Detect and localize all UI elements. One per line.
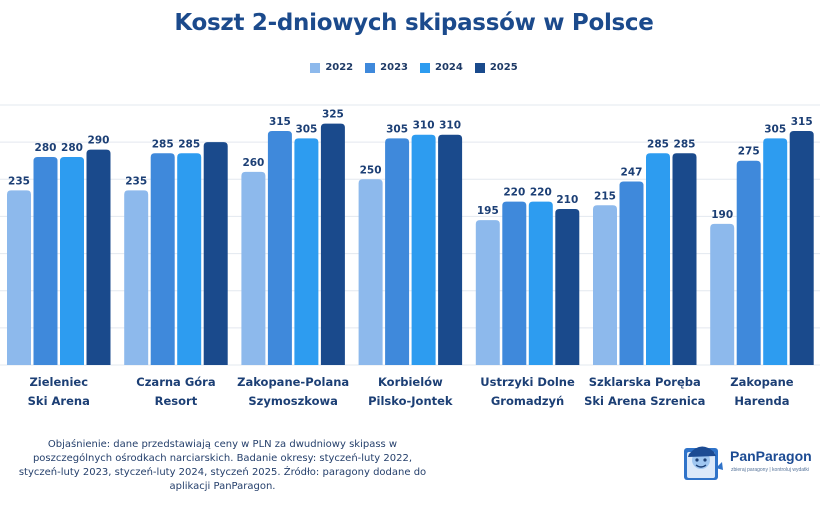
bar-2025-6 xyxy=(789,131,814,365)
category-label: Zakopane xyxy=(730,375,794,389)
chart-title: Koszt 2-dniowych skipassów w Polsce xyxy=(174,10,654,36)
bar-2023-2 xyxy=(267,131,292,365)
data-label: 220 xyxy=(530,187,552,199)
legend-swatch xyxy=(365,62,376,73)
bar-2024-2 xyxy=(294,138,319,365)
legend-item-2025: 2025 xyxy=(474,62,518,73)
legend-swatch xyxy=(420,62,430,73)
data-label: 215 xyxy=(594,190,616,202)
bar-2023-3 xyxy=(385,138,410,365)
category-label: Zieleniec xyxy=(29,375,88,389)
category-label: Resort xyxy=(155,394,198,408)
bar-2025-2 xyxy=(320,123,345,365)
bar-2022-3 xyxy=(358,179,383,365)
bar-2025-5 xyxy=(672,153,697,365)
footnote-line: styczeń-luty 2023, styczeń-luty 2024, st… xyxy=(18,467,427,478)
legend-item-2023: 2023 xyxy=(365,62,408,73)
bar-2024-1 xyxy=(177,153,202,365)
legend-label: 2024 xyxy=(435,62,463,73)
bar-2025-3 xyxy=(438,134,463,365)
bar-2024-5 xyxy=(646,153,670,365)
data-label: 280 xyxy=(61,142,83,154)
category-label: Korbielów xyxy=(378,375,443,389)
footnote-line: poszczególnych ośrodkach narciarskich. B… xyxy=(32,453,413,464)
data-label: 190 xyxy=(711,209,733,221)
data-label: 285 xyxy=(178,138,200,150)
bar-2023-4 xyxy=(502,201,527,365)
data-label: 285 xyxy=(674,138,696,150)
data-label: 260 xyxy=(242,157,264,169)
bar-2024-6 xyxy=(763,138,788,365)
data-label: 290 xyxy=(88,135,110,147)
data-label: 315 xyxy=(269,116,291,128)
category-label: Pilsko-Jontek xyxy=(368,394,453,408)
data-label: 315 xyxy=(791,116,813,128)
footnote: Objaśnienie: dane przedstawiają ceny w P… xyxy=(0,438,445,494)
bar-2023-1 xyxy=(150,153,175,365)
data-label: 285 xyxy=(152,138,174,150)
data-label: 235 xyxy=(8,175,30,187)
data-label: 195 xyxy=(477,205,499,217)
bar-2022-4 xyxy=(475,220,500,365)
brand-name: PanParagon xyxy=(730,448,812,464)
bar-2023-0 xyxy=(33,157,58,365)
data-label: 325 xyxy=(322,109,344,121)
bar-2023-6 xyxy=(736,160,761,365)
bar-2022-5 xyxy=(593,205,617,365)
mascot-icon xyxy=(684,446,723,480)
data-label: 220 xyxy=(503,187,525,199)
data-label: 280 xyxy=(35,142,57,154)
data-label: 305 xyxy=(764,123,786,135)
category-label: Szklarska Poręba xyxy=(589,375,701,389)
legend-swatch xyxy=(310,62,321,73)
data-label: 305 xyxy=(295,123,317,135)
data-label: 247 xyxy=(621,167,643,179)
category-label: Ski Arena Szrenica xyxy=(584,394,705,408)
data-label: 235 xyxy=(125,175,147,187)
data-label: 310 xyxy=(439,120,461,132)
data-label: 285 xyxy=(647,138,669,150)
legend-item-2024: 2024 xyxy=(420,62,463,73)
brand-tagline: zbieraj paragony | kontroluj wydatki xyxy=(731,467,810,473)
footnote-line: aplikacji PanParagon. xyxy=(169,481,276,492)
legend-item-2022: 2022 xyxy=(310,62,353,73)
data-label: 305 xyxy=(386,123,408,135)
data-label: 250 xyxy=(360,164,382,176)
bar-chart: 235 280 280 290 Zieleniec Ski Arena 235 285 285 C… xyxy=(0,104,820,408)
data-label: 210 xyxy=(556,194,578,206)
data-label: 275 xyxy=(738,146,760,158)
bar-2022-2 xyxy=(241,171,266,365)
bar-2022-6 xyxy=(710,223,735,365)
panparagon-logo: PanParagon zbieraj paragony | kontroluj … xyxy=(680,440,820,480)
legend-label: 2023 xyxy=(380,62,408,73)
legend-label: 2025 xyxy=(489,62,518,73)
data-label: 310 xyxy=(413,120,435,132)
bar-2022-1 xyxy=(124,190,149,365)
bar-2024-0 xyxy=(60,157,84,365)
bar-2024-4 xyxy=(528,201,553,365)
category-label: Szymoszkowa xyxy=(248,394,338,408)
bar-2022-0 xyxy=(7,190,31,365)
bar-2023-5 xyxy=(619,181,644,365)
category-label: Harenda xyxy=(734,394,789,408)
category-label: Czarna Góra xyxy=(136,375,215,389)
bar-2025-1 xyxy=(203,142,228,365)
category-label: Ustrzyki Dolne xyxy=(480,375,575,389)
bar-2025-4 xyxy=(555,209,580,365)
legend-swatch xyxy=(474,62,485,73)
category-label: Ski Arena xyxy=(28,394,90,408)
category-label: Gromadzyń xyxy=(491,394,564,408)
footnote-line: Objaśnienie: dane przedstawiają ceny w P… xyxy=(47,439,398,450)
category-label: Zakopane-Polana xyxy=(237,375,349,389)
bar-2025-0 xyxy=(86,149,111,365)
legend: 2022 2023 2024 2025 xyxy=(0,62,828,73)
bar-2024-3 xyxy=(411,134,436,365)
legend-label: 2022 xyxy=(325,62,354,73)
